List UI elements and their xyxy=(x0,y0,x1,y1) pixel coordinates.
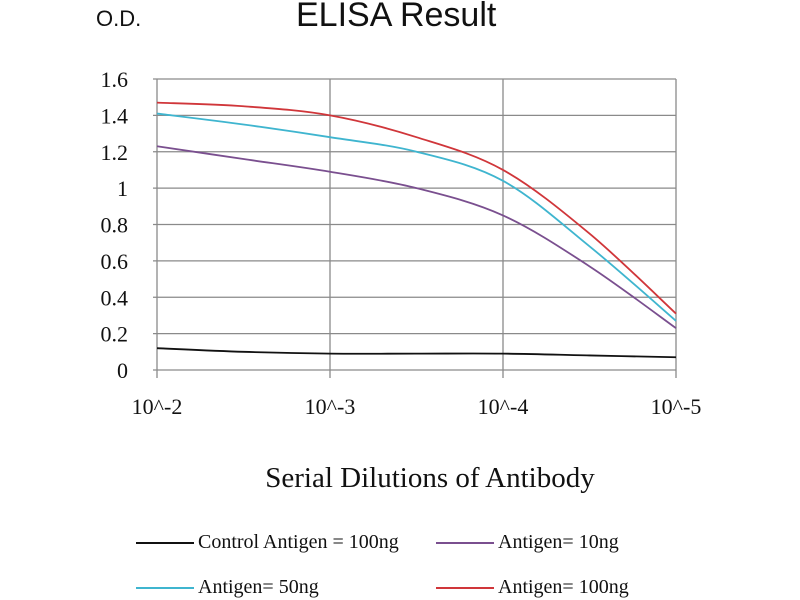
y-tick-label: 0.6 xyxy=(101,249,129,274)
x-tick-label: 10^-3 xyxy=(305,394,356,419)
y-axis-label: O.D. xyxy=(96,6,142,31)
x-tick-label: 10^-2 xyxy=(132,394,183,419)
y-tick-label: 1.2 xyxy=(101,140,129,165)
legend-label: Control Antigen = 100ng xyxy=(198,531,399,553)
series-line xyxy=(156,101,677,315)
x-tick-label: 10^-5 xyxy=(651,394,702,419)
y-tick-label: 0 xyxy=(117,358,128,383)
series-line xyxy=(156,145,677,329)
legend-item-50ng: Antigen= 50ng xyxy=(136,576,319,599)
legend-swatch xyxy=(436,541,494,544)
y-tick-label: 1 xyxy=(117,176,128,201)
y-tick-label: 0.2 xyxy=(101,322,129,347)
legend-item-control: Control Antigen = 100ng xyxy=(136,531,399,554)
x-axis-label: Serial Dilutions of Antibody xyxy=(265,462,595,494)
y-tick-label: 0.4 xyxy=(101,285,129,310)
legend-swatch xyxy=(136,586,194,589)
legend-label: Antigen= 100ng xyxy=(498,576,629,598)
y-tick-label: 1.4 xyxy=(101,103,129,128)
legend-item-100ng: Antigen= 100ng xyxy=(436,576,629,599)
series-line xyxy=(156,347,677,359)
legend-swatch xyxy=(436,586,494,589)
legend-item-10ng: Antigen= 10ng xyxy=(436,531,619,554)
y-tick-label: 0.8 xyxy=(101,213,129,238)
legend-label: Antigen= 10ng xyxy=(498,531,619,553)
legend-label: Antigen= 50ng xyxy=(198,576,319,598)
chart-title: ELISA Result xyxy=(296,0,497,34)
x-tick-label: 10^-4 xyxy=(478,394,529,419)
legend-swatch xyxy=(136,541,194,544)
series-line xyxy=(156,112,677,322)
y-tick-label: 1.6 xyxy=(101,67,129,92)
